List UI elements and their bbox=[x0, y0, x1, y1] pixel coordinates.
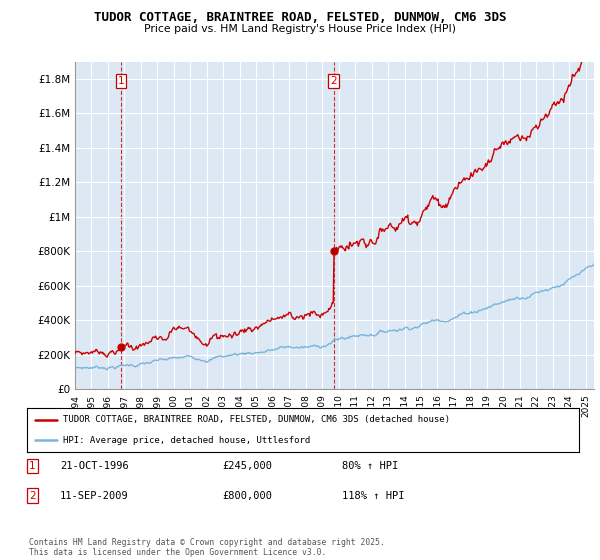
Text: Contains HM Land Registry data © Crown copyright and database right 2025.
This d: Contains HM Land Registry data © Crown c… bbox=[29, 538, 385, 557]
Text: 11-SEP-2009: 11-SEP-2009 bbox=[60, 491, 129, 501]
Text: 1: 1 bbox=[118, 76, 124, 86]
Text: 118% ↑ HPI: 118% ↑ HPI bbox=[342, 491, 404, 501]
Text: 21-OCT-1996: 21-OCT-1996 bbox=[60, 461, 129, 471]
Text: HPI: Average price, detached house, Uttlesford: HPI: Average price, detached house, Uttl… bbox=[63, 436, 310, 445]
Text: TUDOR COTTAGE, BRAINTREE ROAD, FELSTED, DUNMOW, CM6 3DS (detached house): TUDOR COTTAGE, BRAINTREE ROAD, FELSTED, … bbox=[63, 416, 450, 424]
Text: TUDOR COTTAGE, BRAINTREE ROAD, FELSTED, DUNMOW, CM6 3DS: TUDOR COTTAGE, BRAINTREE ROAD, FELSTED, … bbox=[94, 11, 506, 24]
Text: 2: 2 bbox=[29, 491, 35, 501]
Text: 80% ↑ HPI: 80% ↑ HPI bbox=[342, 461, 398, 471]
Text: £800,000: £800,000 bbox=[222, 491, 272, 501]
Text: Price paid vs. HM Land Registry's House Price Index (HPI): Price paid vs. HM Land Registry's House … bbox=[144, 24, 456, 34]
Text: £245,000: £245,000 bbox=[222, 461, 272, 471]
Text: 1: 1 bbox=[29, 461, 35, 471]
Text: 2: 2 bbox=[331, 76, 337, 86]
